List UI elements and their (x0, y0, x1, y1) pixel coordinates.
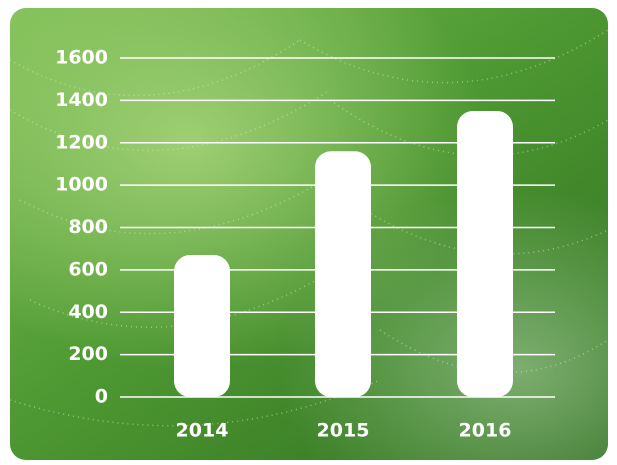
chart: 0 200 400 600 800 1000 1200 1400 1600 2014 2015 201… (0, 0, 617, 465)
bar (174, 255, 230, 397)
y-tick-label: 0 (95, 386, 108, 408)
y-tick-label: 200 (68, 343, 108, 365)
y-tick-label: 1000 (55, 174, 108, 196)
y-tick-label: 1400 (55, 89, 108, 111)
y-tick-label: 400 (68, 301, 108, 323)
bar (457, 111, 513, 397)
x-tick-label: 2015 (317, 420, 370, 442)
x-tick-label: 2014 (176, 420, 229, 442)
y-tick-label: 600 (68, 258, 108, 280)
y-tick-label: 1200 (55, 131, 108, 153)
y-tick-label: 800 (68, 216, 108, 238)
bar (315, 151, 371, 397)
y-tick-label: 1600 (55, 47, 108, 69)
x-tick-label: 2016 (459, 420, 512, 442)
